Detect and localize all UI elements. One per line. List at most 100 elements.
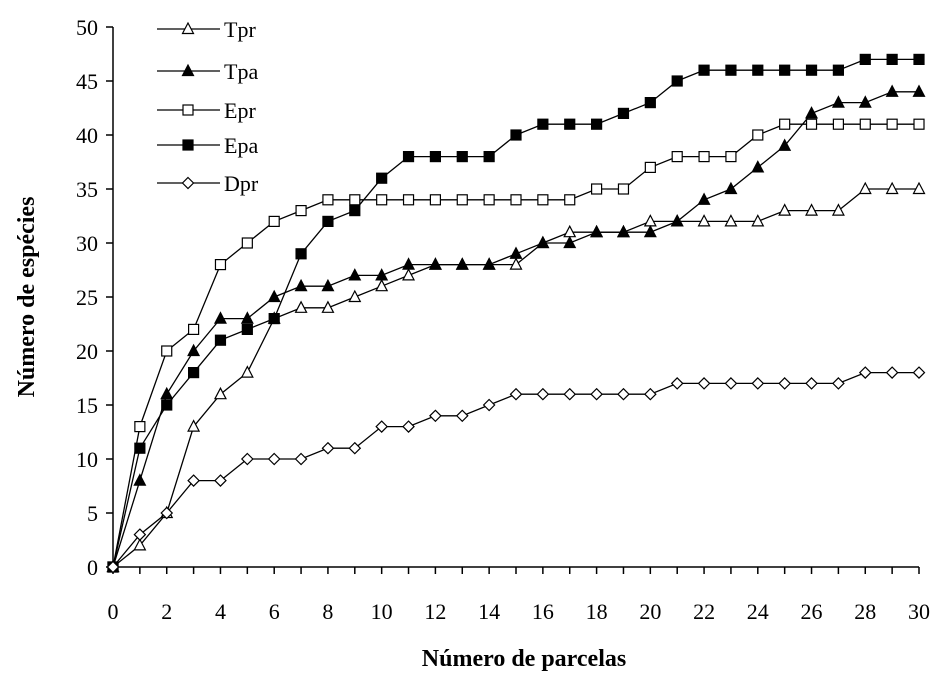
- y-tick-label: 15: [76, 393, 98, 418]
- data-point-epa: [617, 107, 630, 120]
- legend-item-tpa: Tpa: [157, 59, 258, 84]
- data-point-dpr: [778, 377, 792, 390]
- data-point-epr: [590, 183, 603, 195]
- data-point-tpa: [616, 224, 630, 238]
- data-point-tpa: [402, 257, 416, 270]
- series-epr: [107, 118, 925, 573]
- data-point-epa: [483, 151, 495, 163]
- data-point-epr: [214, 259, 227, 271]
- data-point-epr: [617, 183, 630, 195]
- data-point-dpr: [563, 387, 577, 401]
- data-point-tpr: [751, 214, 765, 227]
- data-point-tpr: [563, 224, 577, 238]
- series-tpa: [106, 84, 926, 573]
- x-ticks: 0 2 4 6 8 10 12 14 16 18 20 22 24 26 28 30: [108, 567, 930, 624]
- data-point-tpr: [133, 538, 147, 551]
- data-point-epr: [241, 237, 253, 249]
- legend-marker-epa: [182, 139, 194, 151]
- data-point-epa: [349, 205, 361, 217]
- legend-label: Dpr: [224, 171, 259, 196]
- data-point-epr: [402, 194, 415, 206]
- legend-marker-tpr: [181, 21, 195, 35]
- legend-item-epa: Epa: [157, 133, 258, 158]
- x-tick-label: 8: [322, 599, 333, 624]
- data-point-epr: [161, 345, 173, 357]
- x-tick-label: 18: [586, 599, 608, 624]
- data-point-tpa: [321, 278, 335, 292]
- data-point-epr: [295, 205, 307, 217]
- data-point-tpa: [590, 224, 604, 238]
- legend-item-epr: Epr: [157, 98, 256, 123]
- x-axis-title: Número de parcelas: [422, 646, 626, 672]
- data-point-tpa: [912, 84, 926, 97]
- data-point-dpr: [348, 441, 362, 455]
- data-point-dpr: [482, 398, 496, 412]
- y-tick-label: 45: [76, 69, 98, 94]
- data-point-tpr: [697, 214, 711, 227]
- data-point-tpa: [831, 95, 845, 108]
- data-point-tpa: [133, 473, 147, 486]
- data-point-dpr: [375, 420, 389, 433]
- data-point-tpr: [885, 181, 899, 195]
- data-point-tpa: [482, 257, 496, 270]
- x-tick-label: 12: [424, 599, 446, 624]
- x-tick-label: 4: [215, 599, 226, 624]
- data-point-epa: [725, 64, 737, 76]
- data-point-dpr: [509, 387, 523, 401]
- data-point-dpr: [294, 452, 308, 466]
- data-point-tpr: [348, 289, 362, 303]
- data-point-tpa: [294, 278, 308, 292]
- data-point-tpr: [805, 203, 819, 216]
- data-point-epr: [832, 118, 845, 130]
- data-point-epa: [671, 75, 683, 87]
- series-tpr: [106, 181, 926, 573]
- data-point-epa: [832, 64, 845, 76]
- data-point-tpa: [778, 138, 792, 151]
- y-tick-label: 0: [87, 555, 98, 580]
- data-point-epa: [644, 96, 656, 109]
- x-tick-label: 26: [801, 599, 823, 624]
- data-point-dpr: [643, 387, 657, 401]
- data-point-tpr: [831, 203, 845, 216]
- data-point-tpa: [670, 214, 684, 227]
- x-tick-label: 0: [108, 599, 119, 624]
- data-point-epr: [779, 118, 791, 130]
- data-point-epr: [134, 421, 146, 433]
- data-point-epa: [537, 118, 549, 130]
- data-point-epa: [456, 151, 468, 163]
- data-point-epr: [268, 215, 280, 227]
- data-point-tpr: [402, 268, 416, 281]
- data-point-epr: [725, 151, 737, 163]
- data-point-tpr: [187, 419, 201, 432]
- data-point-epr: [322, 194, 334, 206]
- data-point-dpr: [455, 409, 469, 423]
- data-point-epr: [188, 323, 200, 335]
- data-point-dpr: [912, 366, 926, 379]
- data-point-tpr: [912, 181, 926, 195]
- y-tick-label: 25: [76, 285, 98, 310]
- data-point-epr: [376, 194, 388, 206]
- x-tick-label: 6: [269, 599, 280, 624]
- data-point-tpa: [805, 106, 819, 119]
- data-point-tpa: [267, 289, 281, 303]
- y-tick-label: 10: [76, 447, 98, 472]
- data-point-epr: [859, 118, 871, 130]
- data-point-tpr: [778, 203, 792, 216]
- data-point-dpr: [617, 387, 630, 401]
- data-point-epa: [805, 64, 818, 76]
- data-point-epr: [752, 129, 764, 141]
- data-point-epa: [322, 215, 334, 227]
- legend-label: Epr: [224, 98, 256, 123]
- data-point-tpa: [375, 268, 389, 281]
- data-point-tpr: [509, 257, 523, 270]
- data-point-epa: [214, 334, 227, 346]
- data-point-tpr: [858, 181, 872, 195]
- series-line-tpa: [112, 91, 919, 568]
- data-point-tpa: [563, 235, 577, 249]
- data-point-epa: [268, 313, 280, 325]
- data-point-epa: [402, 151, 415, 163]
- data-point-dpr: [160, 506, 174, 520]
- data-point-tpa: [240, 311, 254, 324]
- x-tick-label: 22: [693, 599, 715, 624]
